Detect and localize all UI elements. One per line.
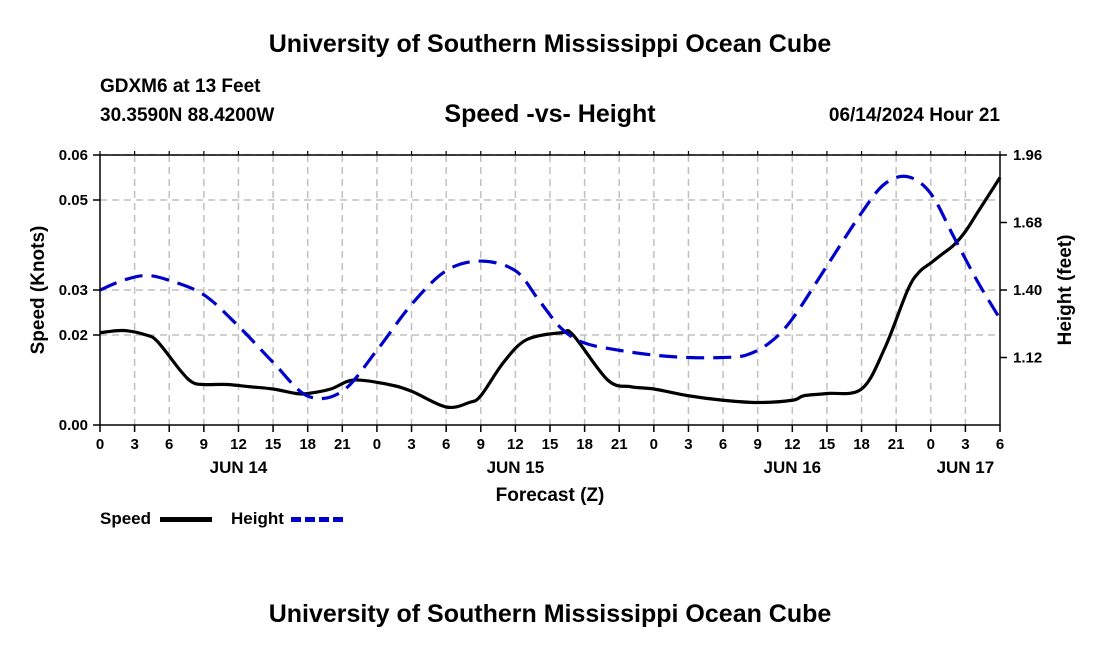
- x-tick-label: 9: [200, 436, 208, 453]
- y-tick-label-right: 1.40: [1013, 282, 1042, 299]
- x-tick-label: 3: [130, 436, 138, 453]
- x-tick-label: 6: [442, 436, 450, 453]
- x-tick-label: 6: [996, 436, 1004, 453]
- x-axis-label: Forecast (Z): [496, 485, 605, 506]
- legend-speed-swatch: [160, 517, 212, 522]
- footer-title: University of Southern Mississippi Ocean…: [268, 600, 832, 628]
- chart-subtitle: Speed -vs- Height: [444, 100, 656, 128]
- x-tick-label: 12: [230, 436, 247, 453]
- y-axis-label-left: Speed (Knots): [28, 226, 49, 355]
- x-tick-label: 0: [96, 436, 104, 453]
- forecast-datetime: 06/14/2024 Hour 21: [828, 105, 1000, 126]
- x-tick-label: 9: [754, 436, 762, 453]
- day-label: JUN 14: [210, 458, 268, 477]
- day-label: JUN 17: [937, 458, 995, 477]
- x-tick-label: 15: [542, 436, 559, 453]
- x-tick-label: 6: [165, 436, 173, 453]
- series-height-line: [99, 174, 1002, 401]
- y-tick-label-left: 0.00: [59, 417, 88, 434]
- y-tick-label-left: 0.05: [59, 192, 88, 209]
- x-tick-label: 21: [611, 436, 628, 453]
- legend-height-swatch: [291, 517, 343, 522]
- station-label: GDXM6 at 13 Feet: [100, 76, 261, 97]
- y-axis-label-right: Height (feet): [1055, 235, 1076, 346]
- day-label: JUN 16: [763, 458, 821, 477]
- y-tick-label-left: 0.06: [59, 147, 88, 164]
- x-tick-label: 0: [373, 436, 381, 453]
- x-tick-label: 18: [576, 436, 593, 453]
- series-speed-line: [99, 176, 1002, 410]
- x-tick-label: 15: [819, 436, 836, 453]
- x-tick-label: 18: [299, 436, 316, 453]
- x-tick-label: 3: [407, 436, 415, 453]
- x-tick-label: 3: [684, 436, 692, 453]
- station-coordinates: 30.3590N 88.4200W: [100, 105, 275, 126]
- chart-title: University of Southern Mississippi Ocean…: [268, 30, 832, 58]
- axis-layer: 0 3 6 9 12 15 18 21 0 3 6 9 12 15 18 21 0 3 6 9 12 15 18 21 0 3 6J…: [59, 147, 1042, 477]
- series-layer: [99, 174, 1002, 410]
- y-tick-label-left: 0.03: [59, 282, 88, 299]
- x-tick-label: 21: [334, 436, 351, 453]
- x-tick-label: 21: [888, 436, 905, 453]
- x-tick-label: 3: [961, 436, 969, 453]
- x-tick-label: 0: [927, 436, 935, 453]
- legend-speed-label: Speed: [100, 509, 152, 528]
- y-tick-label-right: 1.68: [1013, 215, 1042, 232]
- x-tick-label: 0: [650, 436, 658, 453]
- x-tick-label: 12: [784, 436, 801, 453]
- y-tick-label-right: 1.12: [1013, 350, 1042, 367]
- y-tick-label-right: 1.96: [1013, 147, 1042, 164]
- day-label: JUN 15: [487, 458, 545, 477]
- x-tick-label: 15: [265, 436, 282, 453]
- x-tick-label: 9: [477, 436, 485, 453]
- x-tick-label: 6: [719, 436, 727, 453]
- y-tick-label-left: 0.02: [59, 327, 88, 344]
- x-tick-label: 12: [507, 436, 524, 453]
- legend-height-label: Height: [231, 509, 284, 528]
- x-tick-label: 18: [853, 436, 870, 453]
